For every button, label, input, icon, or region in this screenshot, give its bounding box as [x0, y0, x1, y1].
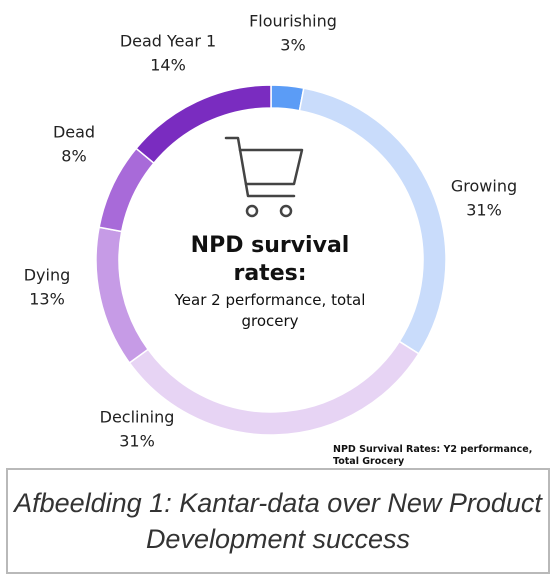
donut-segment [270, 84, 305, 112]
segment-label: Dead [53, 123, 95, 142]
segment-label: Growing [451, 177, 517, 196]
chart-subtitle: Year 2 performance, total grocery [174, 291, 366, 330]
segment-label: Dead Year 1 [120, 32, 216, 51]
segment-value-label: 14% [150, 56, 186, 75]
donut-segment [95, 226, 150, 364]
donut-segment [98, 147, 155, 233]
segment-value-label: 13% [29, 290, 65, 309]
segment-value-label: 31% [466, 201, 502, 220]
caption: Afbeelding 1: Kantar-data over New Produ… [6, 468, 550, 574]
source-note: NPD Survival Rates: Y2 performance, Tota… [333, 444, 533, 467]
segment-value-label: 8% [61, 147, 86, 166]
segment-label: Dying [24, 266, 71, 285]
segment-value-label: 3% [280, 36, 305, 55]
chart-title: NPD survival rates: [190, 233, 350, 286]
segment-label: Flourishing [249, 12, 337, 31]
donut-segment [135, 84, 272, 165]
segment-value-label: 31% [119, 432, 155, 451]
segment-label: Declining [100, 408, 175, 427]
cart-icon [224, 136, 304, 218]
center-text: NPD survival rates: Year 2 performance, … [170, 232, 370, 332]
